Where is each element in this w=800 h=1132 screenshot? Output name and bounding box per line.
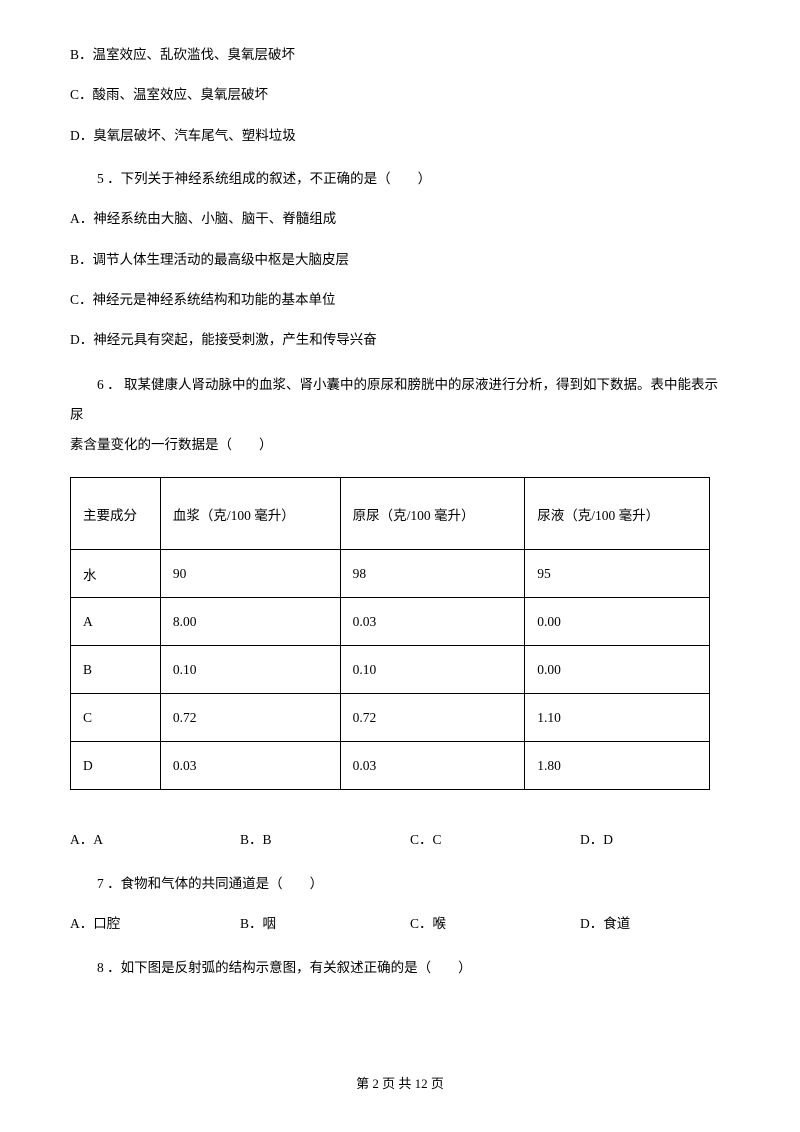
table-cell: 0.72	[160, 694, 340, 742]
q7-option-d: D．食道	[580, 914, 630, 934]
table-header-cell: 血浆（克/100 毫升）	[160, 478, 340, 550]
table-cell: 0.00	[525, 598, 710, 646]
table-cell: A	[71, 598, 161, 646]
table-cell: 1.10	[525, 694, 710, 742]
table-cell: 0.03	[340, 598, 525, 646]
table-cell: 0.00	[525, 646, 710, 694]
q4-option-d: D．臭氧层破坏、汽车尾气、塑料垃圾	[70, 126, 730, 146]
q7-option-a: A．口腔	[70, 914, 240, 934]
q6-option-a: A．A	[70, 830, 240, 850]
table-cell: B	[71, 646, 161, 694]
q6-options: A．A B．B C．C D．D	[70, 830, 730, 850]
table-cell: 1.80	[525, 742, 710, 790]
q6-option-d: D．D	[580, 830, 613, 850]
table-row: B 0.10 0.10 0.00	[71, 646, 710, 694]
table-cell: 水	[71, 550, 161, 598]
q6-option-b: B．B	[240, 830, 410, 850]
table-cell: 8.00	[160, 598, 340, 646]
table-header-cell: 主要成分	[71, 478, 161, 550]
table-cell: 98	[340, 550, 525, 598]
q5-stem: 5 ．下列关于神经系统组成的叙述，不正确的是（ ）	[70, 166, 730, 192]
table-header-cell: 原尿（克/100 毫升）	[340, 478, 525, 550]
q6-stem-line2: 素含量变化的一行数据是（ ）	[70, 430, 730, 460]
table-row: A 8.00 0.03 0.00	[71, 598, 710, 646]
q6-data-table: 主要成分 血浆（克/100 毫升） 原尿（克/100 毫升） 尿液（克/100 …	[70, 477, 710, 790]
table-header-row: 主要成分 血浆（克/100 毫升） 原尿（克/100 毫升） 尿液（克/100 …	[71, 478, 710, 550]
q5-option-b: B．调节人体生理活动的最高级中枢是大脑皮层	[70, 250, 730, 270]
q8-stem: 8 ．如下图是反射弧的结构示意图，有关叙述正确的是（ ）	[70, 955, 730, 981]
table-cell: 0.72	[340, 694, 525, 742]
table-row: D 0.03 0.03 1.80	[71, 742, 710, 790]
q6-stem: 6 ． 取某健康人肾动脉中的血浆、肾小囊中的原尿和膀胱中的尿液进行分析，得到如下…	[70, 370, 730, 459]
q6-stem-line1: 6 ． 取某健康人肾动脉中的血浆、肾小囊中的原尿和膀胱中的尿液进行分析，得到如下…	[70, 370, 730, 429]
table-row: 水 90 98 95	[71, 550, 710, 598]
q5-option-d: D．神经元具有突起，能接受刺激，产生和传导兴奋	[70, 330, 730, 350]
table-cell: 90	[160, 550, 340, 598]
q4-option-b: B．温室效应、乱砍滥伐、臭氧层破坏	[70, 45, 730, 65]
q7-stem: 7 ．食物和气体的共同通道是（ ）	[70, 871, 730, 897]
q7-option-b: B．咽	[240, 914, 410, 934]
table-cell: 0.10	[160, 646, 340, 694]
table-row: C 0.72 0.72 1.10	[71, 694, 710, 742]
q4-option-c: C．酸雨、温室效应、臭氧层破坏	[70, 85, 730, 105]
table-cell: 0.03	[160, 742, 340, 790]
q5-option-a: A．神经系统由大脑、小脑、脑干、脊髓组成	[70, 209, 730, 229]
page-footer: 第 2 页 共 12 页	[0, 1073, 800, 1092]
table-cell: 0.10	[340, 646, 525, 694]
q6-option-c: C．C	[410, 830, 580, 850]
table-cell: D	[71, 742, 161, 790]
table-header-cell: 尿液（克/100 毫升）	[525, 478, 710, 550]
table-cell: 95	[525, 550, 710, 598]
q7-option-c: C．喉	[410, 914, 580, 934]
table-cell: 0.03	[340, 742, 525, 790]
q7-options: A．口腔 B．咽 C．喉 D．食道	[70, 914, 730, 934]
q5-option-c: C．神经元是神经系统结构和功能的基本单位	[70, 290, 730, 310]
table-cell: C	[71, 694, 161, 742]
